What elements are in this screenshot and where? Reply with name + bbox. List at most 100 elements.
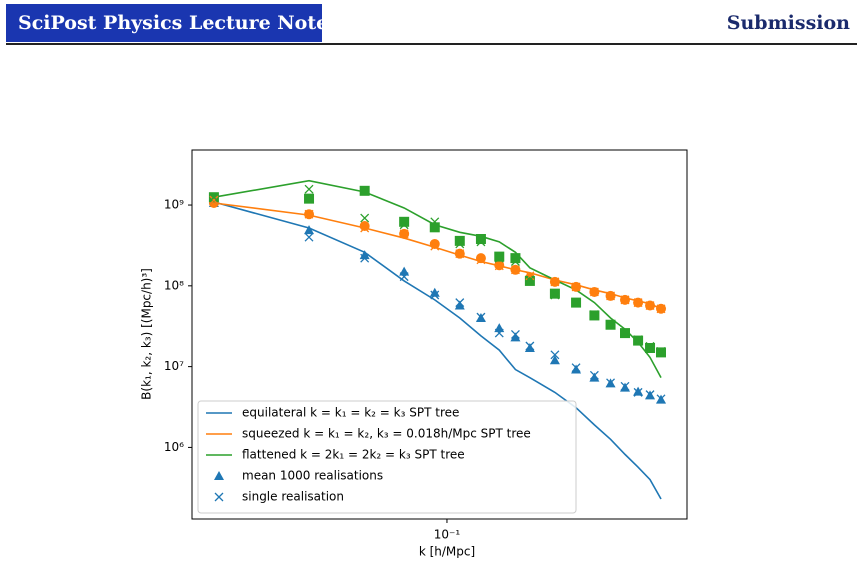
single-marker: [571, 282, 581, 292]
single-marker: [430, 217, 440, 227]
mean-marker: [429, 222, 440, 233]
single-marker: [494, 261, 504, 271]
single-marker: [360, 213, 370, 223]
single-marker: [494, 328, 504, 338]
single-marker: [304, 184, 314, 194]
single-marker: [656, 304, 666, 314]
mean-marker: [589, 372, 600, 382]
single-marker: [633, 298, 643, 308]
single-marker: [550, 290, 560, 300]
single-marker: [304, 209, 314, 219]
mean-marker: [571, 364, 582, 374]
legend-box: [197, 400, 577, 514]
mean-marker: [633, 386, 644, 396]
journal-title: SciPost Physics Lecture Notes: [18, 12, 339, 34]
plot-frame: [191, 149, 688, 520]
mean-marker: [399, 266, 410, 276]
single-marker: [606, 320, 616, 330]
legend-marker: [214, 492, 224, 502]
single-marker: [633, 387, 643, 397]
mean-marker: [304, 193, 315, 204]
mean-marker: [359, 221, 370, 232]
y-tick-label: 10⁷: [164, 359, 184, 373]
single-marker: [510, 330, 520, 339]
legend-label: squeezed k = k₁ = k₂, k₃ = 0.018h/Mpc SP…: [242, 427, 531, 441]
single-marker: [571, 363, 581, 373]
single-marker: [360, 253, 370, 263]
single-marker: [510, 257, 520, 266]
single-marker: [399, 272, 409, 282]
single-marker: [656, 347, 666, 356]
single-marker: [399, 229, 409, 239]
series-line: [213, 179, 662, 379]
y-tick-label: 10⁶: [164, 440, 184, 454]
single-marker: [430, 241, 440, 251]
single-marker: [399, 220, 409, 230]
single-marker: [304, 232, 314, 242]
legend-marker: [214, 471, 224, 480]
single-marker: [430, 290, 440, 300]
single-marker: [606, 378, 616, 388]
legend-label: mean 1000 realisations: [242, 469, 383, 483]
single-marker: [510, 265, 520, 275]
mean-marker: [359, 185, 370, 196]
single-marker: [571, 298, 581, 308]
y-tick-label: 10⁸: [164, 278, 184, 292]
mean-marker: [510, 253, 521, 264]
mean-marker: [549, 355, 560, 365]
single-marker: [606, 291, 616, 301]
single-marker: [589, 287, 599, 297]
single-marker: [209, 192, 219, 202]
x-tick-label: 10⁻¹: [434, 528, 461, 542]
legend-label: equilateral k = k₁ = k₂ = k₃ SPT tree: [242, 406, 459, 420]
mean-marker: [454, 300, 465, 310]
single-marker: [645, 341, 655, 351]
y-axis-label: B(k₁, k₂, k₃) [(Mpc/h)³]: [140, 268, 154, 400]
single-marker: [525, 271, 535, 281]
single-marker: [620, 295, 630, 305]
mean-marker: [429, 287, 440, 297]
journal-banner: [6, 4, 322, 42]
single-marker: [656, 394, 666, 404]
single-marker: [550, 277, 560, 287]
mean-marker: [494, 251, 505, 262]
mean-marker: [656, 347, 667, 358]
single-marker: [525, 275, 535, 285]
single-marker: [476, 255, 486, 265]
mean-marker: [494, 323, 505, 333]
single-marker: [633, 335, 643, 345]
legend-label: flattened k = 2k₁ = 2k₂ = k₃ SPT tree: [242, 448, 465, 462]
mean-marker: [429, 238, 440, 249]
mean-marker: [645, 343, 656, 354]
y-tick-label: 10⁹: [164, 198, 184, 212]
single-marker: [455, 249, 465, 259]
single-marker: [455, 298, 465, 308]
single-marker: [620, 381, 630, 391]
mean-marker: [454, 235, 465, 246]
legend-label: single realisation: [242, 490, 344, 504]
single-marker: [525, 341, 535, 351]
series-line: [213, 201, 662, 500]
single-marker: [645, 301, 655, 311]
x-axis-label: k [h/Mpc]: [419, 545, 475, 559]
single-marker: [620, 328, 630, 338]
single-marker: [494, 253, 504, 263]
mean-marker: [524, 343, 535, 353]
mean-marker: [475, 253, 486, 264]
mean-marker: [359, 250, 370, 260]
single-marker: [209, 195, 219, 205]
mean-marker: [475, 233, 486, 244]
single-marker: [550, 350, 560, 360]
single-marker: [589, 310, 599, 320]
submission-label: Submission: [727, 12, 850, 34]
mean-marker: [399, 216, 410, 227]
single-marker: [476, 237, 486, 247]
single-marker: [455, 239, 465, 249]
single-marker: [645, 390, 655, 400]
single-marker: [589, 370, 599, 380]
single-marker: [360, 223, 370, 233]
mean-marker: [304, 225, 315, 235]
mean-marker: [549, 288, 560, 299]
mean-marker: [510, 332, 521, 342]
